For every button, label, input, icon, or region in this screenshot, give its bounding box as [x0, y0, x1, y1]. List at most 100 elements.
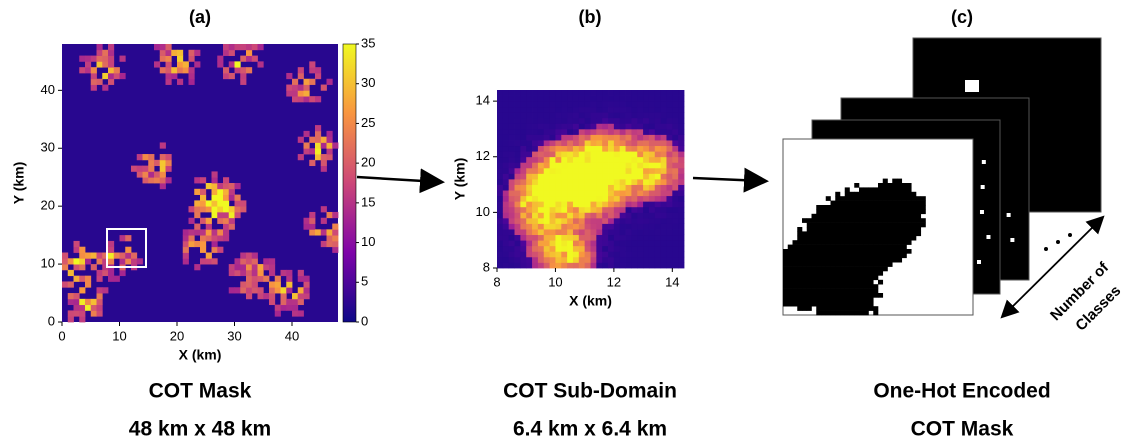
cell	[590, 162, 597, 169]
cell	[608, 217, 615, 224]
mask-cell	[892, 231, 898, 237]
cell	[608, 223, 615, 230]
mask-cell	[787, 275, 793, 281]
x-tick-label: 0	[58, 328, 65, 343]
mask-cell	[892, 244, 898, 250]
cell	[269, 264, 276, 271]
cell	[637, 90, 644, 96]
mask-cell	[840, 244, 846, 250]
cell	[596, 256, 603, 263]
cell	[520, 201, 527, 208]
cell	[608, 128, 615, 135]
cell	[326, 130, 333, 138]
cell	[549, 167, 556, 174]
mask-cell	[1006, 213, 1011, 217]
mask-cell	[816, 205, 822, 210]
cell	[578, 101, 586, 108]
cell	[543, 123, 550, 130]
cell	[73, 275, 80, 282]
mask-cell	[844, 293, 850, 298]
cell	[561, 140, 568, 147]
cell	[613, 240, 621, 247]
cell	[672, 195, 679, 202]
cell	[631, 106, 638, 113]
cell	[549, 173, 556, 180]
mask-cell	[830, 213, 836, 219]
mask-cell	[981, 160, 986, 164]
cell	[537, 240, 545, 247]
cell	[332, 235, 339, 242]
mask-cell	[854, 205, 860, 210]
cell	[619, 95, 626, 102]
mask-cell	[878, 183, 884, 188]
cell	[672, 234, 679, 241]
cell	[654, 140, 662, 147]
cell	[631, 128, 638, 135]
cell	[678, 145, 685, 152]
mask-cell	[859, 306, 865, 311]
cell	[561, 240, 568, 247]
cell	[619, 217, 626, 224]
mask-cell	[863, 196, 869, 201]
mask-cell	[811, 279, 817, 285]
cell	[631, 256, 638, 263]
mask-cell	[882, 222, 888, 228]
cell	[561, 223, 568, 230]
cell	[182, 229, 189, 236]
mask-cell	[825, 244, 831, 250]
cell	[555, 117, 562, 124]
cell	[590, 117, 597, 124]
cell	[637, 140, 644, 147]
mask-cell	[787, 244, 793, 250]
cell	[637, 101, 644, 108]
mask-cell	[897, 200, 903, 206]
cell	[666, 145, 673, 152]
cell	[205, 200, 212, 207]
mask-cell	[844, 209, 850, 215]
mask-cell	[830, 293, 836, 298]
cell	[320, 136, 327, 143]
cell	[520, 184, 527, 191]
cell	[96, 44, 103, 51]
cell	[90, 67, 97, 74]
cell	[643, 195, 650, 202]
cell	[497, 90, 504, 96]
mask-cell	[811, 249, 817, 254]
cell	[643, 123, 650, 130]
mask-cell	[840, 262, 846, 267]
mask-cell	[901, 187, 907, 193]
cell	[608, 262, 615, 269]
cell	[555, 134, 562, 141]
cell	[508, 123, 515, 130]
cell	[672, 134, 679, 141]
cell	[188, 49, 195, 56]
mask-cell	[863, 310, 869, 316]
cell	[520, 90, 527, 96]
mask-cell	[849, 271, 855, 276]
cell	[567, 112, 574, 119]
cell	[672, 184, 679, 191]
cell	[648, 184, 656, 191]
mask-cell	[911, 200, 917, 206]
mask-cell	[882, 196, 888, 201]
mask-cell	[849, 306, 855, 311]
cell	[297, 154, 304, 161]
cell	[619, 128, 626, 135]
cell	[537, 229, 545, 236]
y-tick-label: 12	[476, 148, 490, 163]
cell	[584, 123, 591, 130]
mask-cell	[897, 218, 903, 223]
mask-cell	[830, 222, 836, 228]
cell	[678, 106, 685, 113]
mask-cell	[821, 306, 827, 311]
mask-cell	[783, 271, 789, 276]
cell	[555, 112, 562, 119]
cell	[526, 206, 533, 213]
cell	[320, 154, 327, 161]
cell	[85, 304, 92, 311]
cell	[194, 240, 201, 248]
cell	[223, 67, 230, 74]
cell	[131, 252, 138, 259]
mask-cell	[844, 266, 850, 272]
cell	[602, 195, 609, 202]
